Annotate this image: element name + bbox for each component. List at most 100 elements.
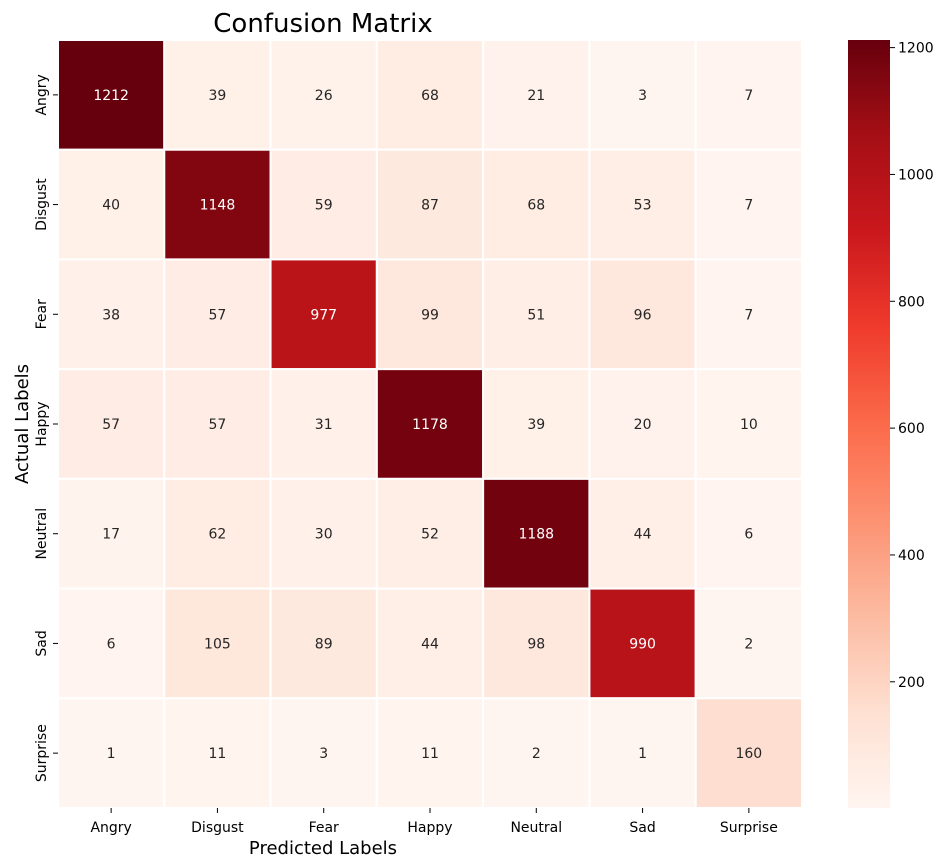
cell-value-label: 39 [527,417,545,433]
colorbar [848,40,890,808]
x-tick-label: Neutral [510,820,562,836]
cell-value-label: 68 [421,88,439,104]
cell-value-label: 105 [204,636,231,652]
colorbar-tick-label: 1200 [898,41,934,57]
y-tick-label: Angry [34,74,50,115]
heatmap-cell [694,368,804,480]
cell-value-label: 51 [527,307,545,323]
heatmap-cell [482,587,591,700]
y-axis-label: Actual Labels [12,364,33,484]
colorbar-tick-label: 800 [898,294,925,310]
colorbar-tick-label: 400 [898,548,925,564]
cell-value-label: 7 [744,88,753,104]
cell-value-label: 3 [638,88,647,104]
cell-value-label: 44 [421,636,439,652]
x-tick-label: Surprise [720,820,778,836]
heatmap-cell [482,697,591,809]
cell-value-label: 59 [315,198,333,214]
y-tick-label: Disgust [34,178,50,231]
y-tick-label: Surprise [34,724,50,782]
cell-value-label: 7 [744,198,753,214]
cell-value-label: 62 [209,527,227,543]
cell-value-label: 11 [421,746,439,762]
cell-value-label: 68 [527,198,545,214]
heatmap-cell [269,477,378,590]
x-tick-label: Angry [90,820,131,836]
chart-title: Confusion Matrix [213,9,432,39]
heatmap-cell [269,258,378,371]
heatmap-cell [588,39,697,151]
cell-value-label: 1212 [93,88,129,104]
heatmap-cell [269,39,378,151]
cell-value-label: 6 [744,527,753,543]
y-tick-label: Happy [34,401,50,446]
cell-value-label: 10 [740,417,758,433]
cell-value-label: 990 [629,636,656,652]
cell-value-label: 1178 [412,417,448,433]
heatmap-cell [588,368,697,480]
colorbar-tick-label: 1000 [898,167,934,183]
cell-value-label: 96 [634,307,652,323]
colorbar-tick-label: 200 [898,675,925,691]
heatmap-cell [57,477,166,590]
cell-value-label: 53 [634,198,652,214]
x-tick-label: Sad [629,820,655,836]
heatmap-cell [57,587,166,700]
cell-value-label: 17 [102,527,120,543]
x-tick-label: Fear [309,820,339,836]
heatmap-cell [482,148,591,261]
cell-value-label: 2 [532,746,541,762]
heatmap-cell [269,697,378,809]
cell-value-label: 7 [744,307,753,323]
colorbar-tick-label: 600 [898,421,925,437]
heatmap-cells: 1212 39 26 68 21 3 740 1148 59 87 68 53 738 57 977 99 51… [57,39,804,809]
cell-value-label: 3 [319,746,328,762]
heatmap-cell [163,258,272,371]
cell-value-label: 20 [634,417,652,433]
heatmap-cell [375,697,485,809]
y-tick-label: Sad [34,630,50,656]
cell-value-label: 1 [638,746,647,762]
cell-value-label: 1148 [200,198,236,214]
x-axis-label: Predicted Labels [249,838,397,859]
y-tick-label: Fear [34,299,50,329]
cell-value-label: 160 [735,746,762,762]
heatmap-cell [694,258,804,371]
heatmap-cell [588,697,697,809]
cell-value-label: 44 [634,527,652,543]
cell-value-label: 87 [421,198,439,214]
cell-value-label: 6 [107,636,116,652]
heatmap-cell [57,697,166,809]
heatmap-cell [694,148,804,261]
cell-value-label: 98 [527,636,545,652]
cell-value-label: 21 [527,88,545,104]
cell-value-label: 89 [315,636,333,652]
y-tick-label: Neutral [34,508,50,560]
x-axis-ticks: Angry Disgust Fear Happy Neutral Sad Surprise [90,808,778,836]
cell-value-label: 39 [209,88,227,104]
cell-value-label: 31 [315,417,333,433]
heatmap-cell [163,368,272,480]
cell-value-label: 11 [209,746,227,762]
y-axis-ticks: Angry Disgust Fear Happy Neutral Sad Surprise [34,74,58,782]
heatmap-cell [482,258,591,371]
heatmap-cell [57,39,166,151]
heatmap-cell [694,697,804,809]
cell-value-label: 52 [421,527,439,543]
heatmap-cell [269,148,378,261]
cell-value-label: 57 [209,417,227,433]
cell-value-label: 1188 [518,527,554,543]
cell-value-label: 38 [102,307,120,323]
colorbar-ticks: 200 400 600 800 1000 1200 [890,41,934,691]
cell-value-label: 30 [315,527,333,543]
cell-value-label: 1 [107,746,116,762]
cell-value-label: 57 [102,417,120,433]
heatmap-cell [375,587,485,700]
cell-value-label: 57 [209,307,227,323]
cell-value-label: 977 [310,307,337,323]
heatmap-cell [57,368,166,480]
heatmap-cell [163,587,272,700]
x-tick-label: Disgust [191,820,244,836]
x-tick-label: Happy [407,820,452,836]
